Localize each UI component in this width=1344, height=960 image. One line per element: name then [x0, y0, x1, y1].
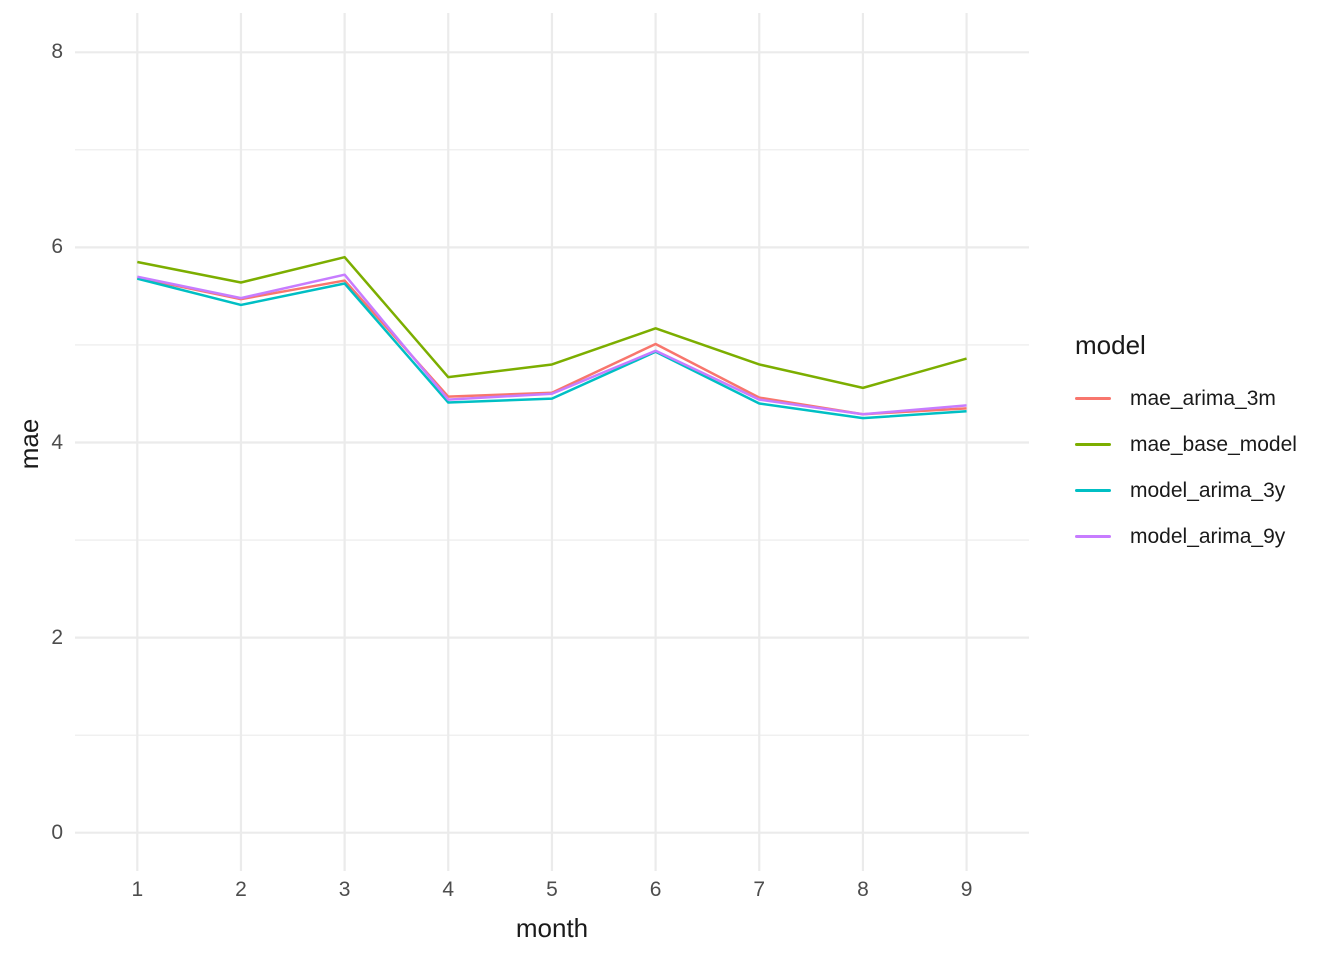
legend-key-line: [1075, 488, 1111, 492]
legend: model mae_arima_3m mae_base_model model_ar…: [1075, 329, 1340, 559]
series-line-model_arima_3y: [136, 277, 967, 420]
y-tick-label-0: 0: [51, 820, 63, 844]
legend-item-mae_base_model: mae_base_model: [1075, 421, 1340, 467]
x-tick-label-7: 7: [753, 878, 766, 901]
legend-key-line: [1075, 442, 1111, 446]
x-tick-label-9: 9: [960, 878, 973, 901]
x-tick-label-4: 4: [442, 878, 455, 901]
x-tick-label-1: 1: [131, 878, 144, 901]
legend-label: mae_base_model: [1130, 432, 1297, 456]
legend-label: mae_arima_3m: [1130, 386, 1276, 410]
y-tick-label-6: 6: [51, 235, 63, 259]
legend-title: model: [1075, 330, 1146, 360]
legend-item-model_arima_3y: model_arima_3y: [1075, 467, 1340, 513]
legend-key-line: [1075, 396, 1111, 400]
legend-item-mae_arima_3m: mae_arima_3m: [1075, 375, 1340, 421]
x-tick-label-8: 8: [857, 878, 869, 901]
x-axis-title: month: [515, 913, 589, 943]
legend-items: mae_arima_3m mae_base_model model_arima_3y…: [1075, 375, 1340, 559]
y-axis-title: mae: [14, 418, 44, 470]
x-tick-label-3: 3: [338, 878, 351, 901]
x-tick-label-6: 6: [649, 878, 662, 901]
y-tick-label-4: 4: [51, 430, 63, 454]
legend-item-model_arima_9y: model_arima_9y: [1075, 513, 1340, 559]
x-tick-label-5: 5: [546, 878, 558, 901]
legend-label: model_arima_9y: [1130, 524, 1286, 548]
y-tick-label-8: 8: [51, 40, 63, 64]
legend-key-line: [1075, 534, 1111, 538]
y-tick-label-2: 2: [51, 625, 63, 649]
legend-label: model_arima_3y: [1130, 478, 1286, 502]
x-tick-label-2: 2: [235, 878, 247, 901]
series-line-mae_base_model: [137, 255, 967, 390]
series-line-model_arima_9y: [137, 273, 967, 416]
